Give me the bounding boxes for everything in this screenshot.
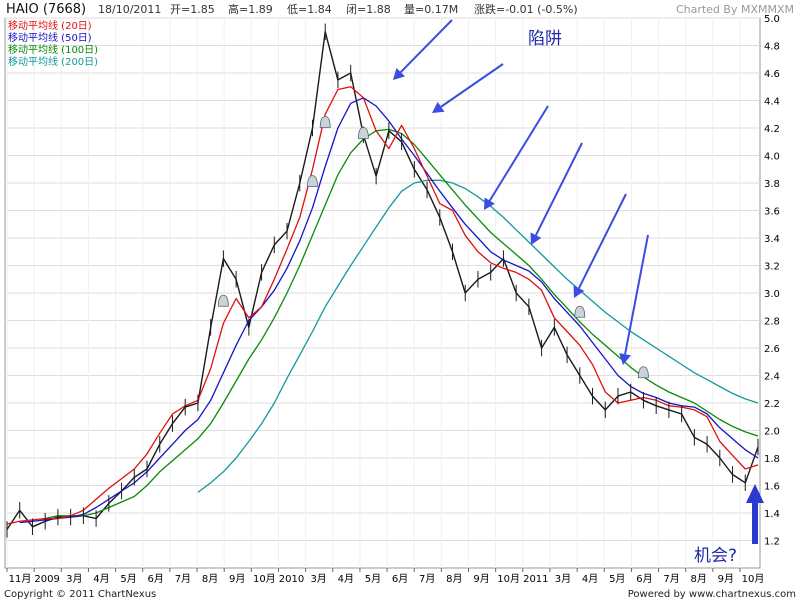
y-tick-label: 4.6	[764, 69, 780, 80]
signal-marker	[319, 116, 331, 128]
y-axis: 1.2 1.4 1.6 1.8 2.0 2.2 2.4 2.6 2.8 3.0 3.2 3.4 3.6 3…	[764, 14, 780, 548]
annotation-arrow	[619, 234, 649, 365]
quote-high: 高=1.89	[228, 2, 273, 16]
quote-change: 涨跌=-0.01 (-0.5%)	[474, 2, 578, 16]
y-tick-label: 2.4	[764, 372, 780, 383]
x-tick-label: 2009	[34, 574, 59, 585]
series-line-ma20	[6, 86, 759, 525]
annotation-arrow	[573, 193, 627, 298]
x-tick-label: 6月	[392, 573, 408, 585]
y-tick-label: 4.2	[764, 124, 780, 135]
annotation-arrows	[393, 19, 764, 544]
series-line-ma200	[197, 179, 759, 493]
y-tick-label: 3.6	[764, 207, 780, 218]
x-tick-label: 10月	[253, 573, 276, 585]
x-tick-label: 5月	[609, 573, 625, 585]
powered-by-link[interactable]: Powered by www.chartnexus.com	[628, 589, 796, 600]
y-tick-label: 3.4	[764, 234, 780, 245]
x-tick-label: 9月	[718, 573, 734, 585]
y-tick-label: 2.0	[764, 427, 780, 438]
signal-marker	[307, 175, 318, 188]
series-line-price	[6, 31, 759, 530]
y-tick-label: 1.8	[764, 454, 780, 465]
x-tick-label: 7月	[419, 573, 435, 585]
y-tick-label: 2.6	[764, 344, 780, 355]
y-tick-label: 3.8	[764, 179, 780, 190]
y-tick-label: 3.0	[764, 289, 780, 300]
signal-marker	[217, 294, 229, 307]
x-tick-label: 10月	[742, 573, 765, 585]
x-tick-label: 4月	[582, 573, 598, 585]
opportunity-label: 机会?	[694, 546, 737, 566]
y-tick-label: 1.4	[764, 509, 780, 520]
x-tick-label: 9月	[229, 573, 245, 585]
annotation-arrow	[530, 142, 583, 245]
legend-ma50: 移动平均线 (50日)	[8, 31, 92, 44]
x-tick-label: 6月	[636, 573, 652, 585]
y-tick-label: 5.0	[764, 14, 780, 25]
x-tick-label: 3月	[66, 573, 82, 585]
x-tick-label: 6月	[148, 573, 164, 585]
signal-marker	[574, 305, 586, 318]
y-tick-label: 4.0	[764, 152, 780, 163]
x-tick-label: 8月	[446, 573, 462, 585]
legend-ma100: 移动平均线 (100日)	[8, 43, 98, 56]
x-tick-label: 8月	[202, 573, 218, 585]
x-tick-label: 9月	[473, 573, 489, 585]
signal-marker	[358, 127, 369, 139]
stock-symbol: HAIO (7668)	[6, 2, 86, 17]
x-tick-label: 11月	[9, 573, 32, 585]
annotation-arrow	[432, 63, 504, 113]
legend: 移动平均线 (20日) 移动平均线 (50日) 移动平均线 (100日) 移动平…	[8, 19, 98, 68]
x-tick-label: 2011	[523, 574, 548, 585]
y-tick-label: 4.8	[764, 42, 780, 53]
trap-label: 陷阱	[528, 29, 562, 49]
y-tick-label: 1.2	[764, 537, 780, 548]
quote-date: 18/10/2011	[98, 3, 161, 16]
x-axis: 11月 2009 3月 4月 5月 6月 7月 8月 9月 10月 2010 3月 4月 5月 6月 7月 8月…	[6, 568, 765, 585]
y-tick-label: 2.2	[764, 399, 780, 410]
x-tick-label: 4月	[93, 573, 109, 585]
opportunity-arrow	[746, 484, 764, 544]
x-tick-label: 10月	[497, 573, 520, 585]
series-group	[6, 23, 759, 538]
y-tick-label: 3.2	[764, 262, 780, 273]
grid	[5, 17, 760, 568]
legend-ma20: 移动平均线 (20日)	[8, 19, 92, 32]
legend-ma200: 移动平均线 (200日)	[8, 55, 98, 68]
x-tick-label: 3月	[310, 573, 326, 585]
copyright-text: Copyright © 2011 ChartNexus	[4, 589, 156, 600]
x-tick-label: 7月	[663, 573, 679, 585]
x-tick-label: 5月	[365, 573, 381, 585]
x-tick-label: 2010	[279, 574, 304, 585]
quote-low: 低=1.84	[287, 3, 332, 16]
x-tick-label: 5月	[120, 573, 136, 585]
y-tick-label: 4.4	[764, 97, 780, 108]
y-tick-label: 2.8	[764, 317, 780, 328]
signal-marker	[638, 366, 649, 379]
x-tick-label: 3月	[555, 573, 571, 585]
quote-volume: 量=0.17M	[404, 3, 458, 16]
x-tick-label: 8月	[691, 573, 707, 585]
x-tick-label: 4月	[338, 573, 354, 585]
charted-by: Charted By MXMMXM	[676, 3, 794, 16]
series-line-ma50	[19, 97, 759, 524]
quote-open: 开=1.85	[170, 3, 215, 16]
quote-close: 闭=1.88	[346, 3, 391, 16]
annotation-arrow	[484, 105, 549, 210]
y-tick-label: 1.6	[764, 482, 780, 493]
signal-markers	[217, 116, 649, 379]
x-tick-label: 7月	[175, 573, 191, 585]
annotation-arrow	[393, 19, 453, 80]
